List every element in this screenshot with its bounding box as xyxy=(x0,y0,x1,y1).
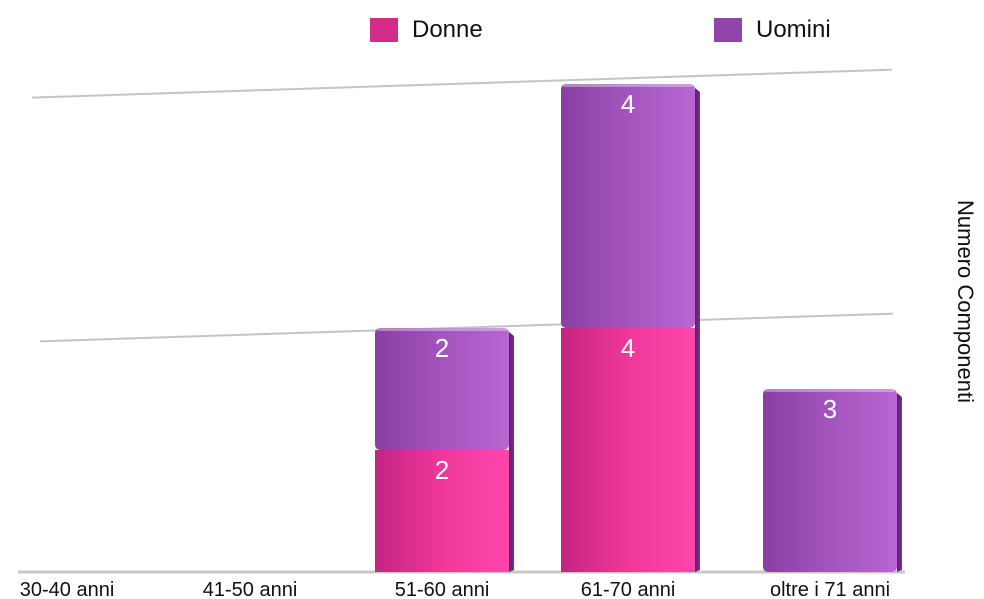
x-tick-label-4: oltre i 71 anni xyxy=(770,579,890,599)
x-tick-label-2: 51-60 anni xyxy=(395,579,490,599)
bar-highlight-2 xyxy=(377,328,507,331)
bar-side-3 xyxy=(695,88,700,572)
bar-uomini-3 xyxy=(561,84,695,328)
legend-swatch-uomini xyxy=(714,18,742,42)
data-label-donne-2: 2 xyxy=(435,455,449,485)
bar-highlight-3 xyxy=(563,84,693,87)
bar-highlight-4 xyxy=(765,389,895,392)
gridline-8 xyxy=(31,68,893,99)
bar-uomini-2 xyxy=(375,328,509,450)
data-label-donne-3: 4 xyxy=(621,333,635,363)
data-label-uomini-3: 4 xyxy=(621,89,635,119)
y-axis-label: Numero Componenti xyxy=(953,200,978,403)
x-tick-label-1: 41-50 anni xyxy=(203,579,298,599)
gridline-4 xyxy=(39,312,894,343)
legend-item-donne: Donne xyxy=(370,16,483,44)
x-tick-label-0: 30-40 anni xyxy=(20,579,115,599)
bar-side-2 xyxy=(509,332,514,572)
bar-uomini-4 xyxy=(763,389,897,572)
bar-side-4 xyxy=(897,393,902,572)
bar-donne-3 xyxy=(561,328,695,572)
legend-swatch-donne xyxy=(370,18,398,42)
bar-donne-2 xyxy=(375,450,509,572)
data-label-uomini-4: 3 xyxy=(823,394,837,424)
legend-label-uomini: Uomini xyxy=(756,16,831,43)
legend-item-uomini: Uomini xyxy=(714,16,831,44)
x-tick-label-3: 61-70 anni xyxy=(581,579,676,599)
legend-label-donne: Donne xyxy=(412,16,483,43)
data-label-uomini-2: 2 xyxy=(435,333,449,363)
